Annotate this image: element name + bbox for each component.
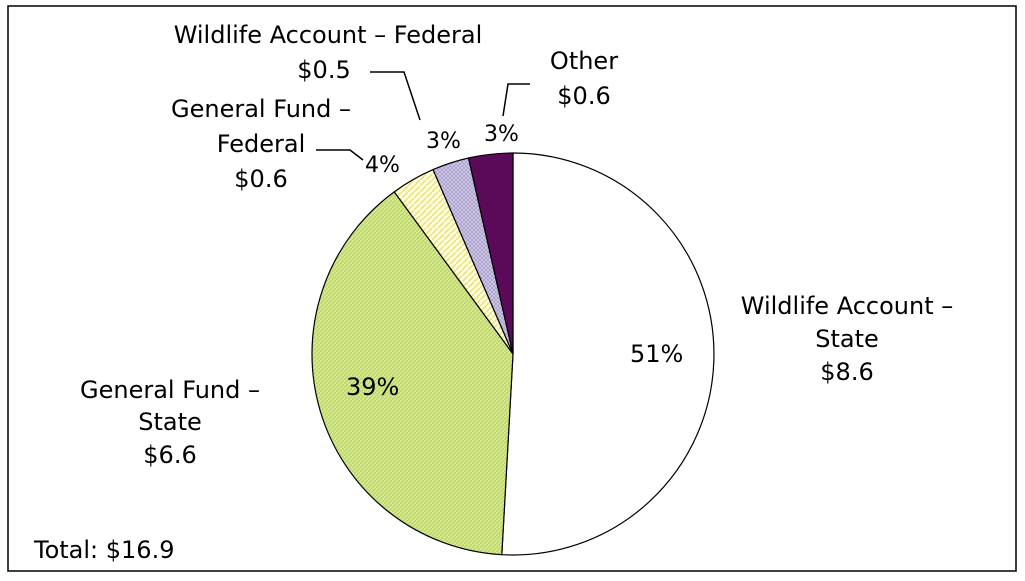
svg-text:$0.6: $0.6 xyxy=(557,82,610,110)
svg-text:$8.6: $8.6 xyxy=(820,358,873,386)
category-label-general-fund-federal: General Fund – Federal $0.6 xyxy=(171,95,351,193)
slice-other xyxy=(467,152,514,355)
leader-line-other xyxy=(502,83,530,117)
percent-label-wildlife-state: 51% xyxy=(630,340,683,368)
percent-label-general-fund-state: 39% xyxy=(346,373,399,401)
total-label: Total: $16.9 xyxy=(33,536,174,564)
svg-text:Wildlife Account –: Wildlife Account – xyxy=(741,292,953,320)
category-label-wildlife-federal: Wildlife Account – Federal $0.5 xyxy=(174,21,483,84)
svg-text:General Fund –: General Fund – xyxy=(171,95,351,123)
svg-text:$6.6: $6.6 xyxy=(143,441,196,469)
svg-text:Other: Other xyxy=(550,47,618,75)
category-label-general-fund-state: General Fund – State $6.6 xyxy=(80,376,260,469)
svg-text:Wildlife Account – Federal: Wildlife Account – Federal xyxy=(174,21,483,49)
chart-border xyxy=(7,5,1017,572)
percent-label-other: 3% xyxy=(484,122,519,147)
category-label-wildlife-state: Wildlife Account – State $8.6 xyxy=(741,292,953,386)
svg-text:$0.6: $0.6 xyxy=(234,165,287,193)
pie-slices xyxy=(311,152,715,556)
svg-text:General Fund –: General Fund – xyxy=(80,376,260,404)
leader-line-general-fund-federal xyxy=(316,149,364,161)
svg-text:$0.5: $0.5 xyxy=(297,56,350,84)
category-label-other: Other $0.6 xyxy=(550,47,618,110)
svg-text:State: State xyxy=(138,408,202,436)
slice-wildlife-state xyxy=(501,152,715,556)
leader-line-wildlife-federal xyxy=(370,71,421,121)
percent-label-general-fund-federal: 4% xyxy=(365,153,400,178)
svg-text:State: State xyxy=(815,325,879,353)
percent-label-wildlife-federal: 3% xyxy=(426,129,461,154)
svg-text:Federal: Federal xyxy=(217,130,306,158)
slice-general-fund-state xyxy=(311,190,514,556)
leader-lines xyxy=(316,71,530,161)
